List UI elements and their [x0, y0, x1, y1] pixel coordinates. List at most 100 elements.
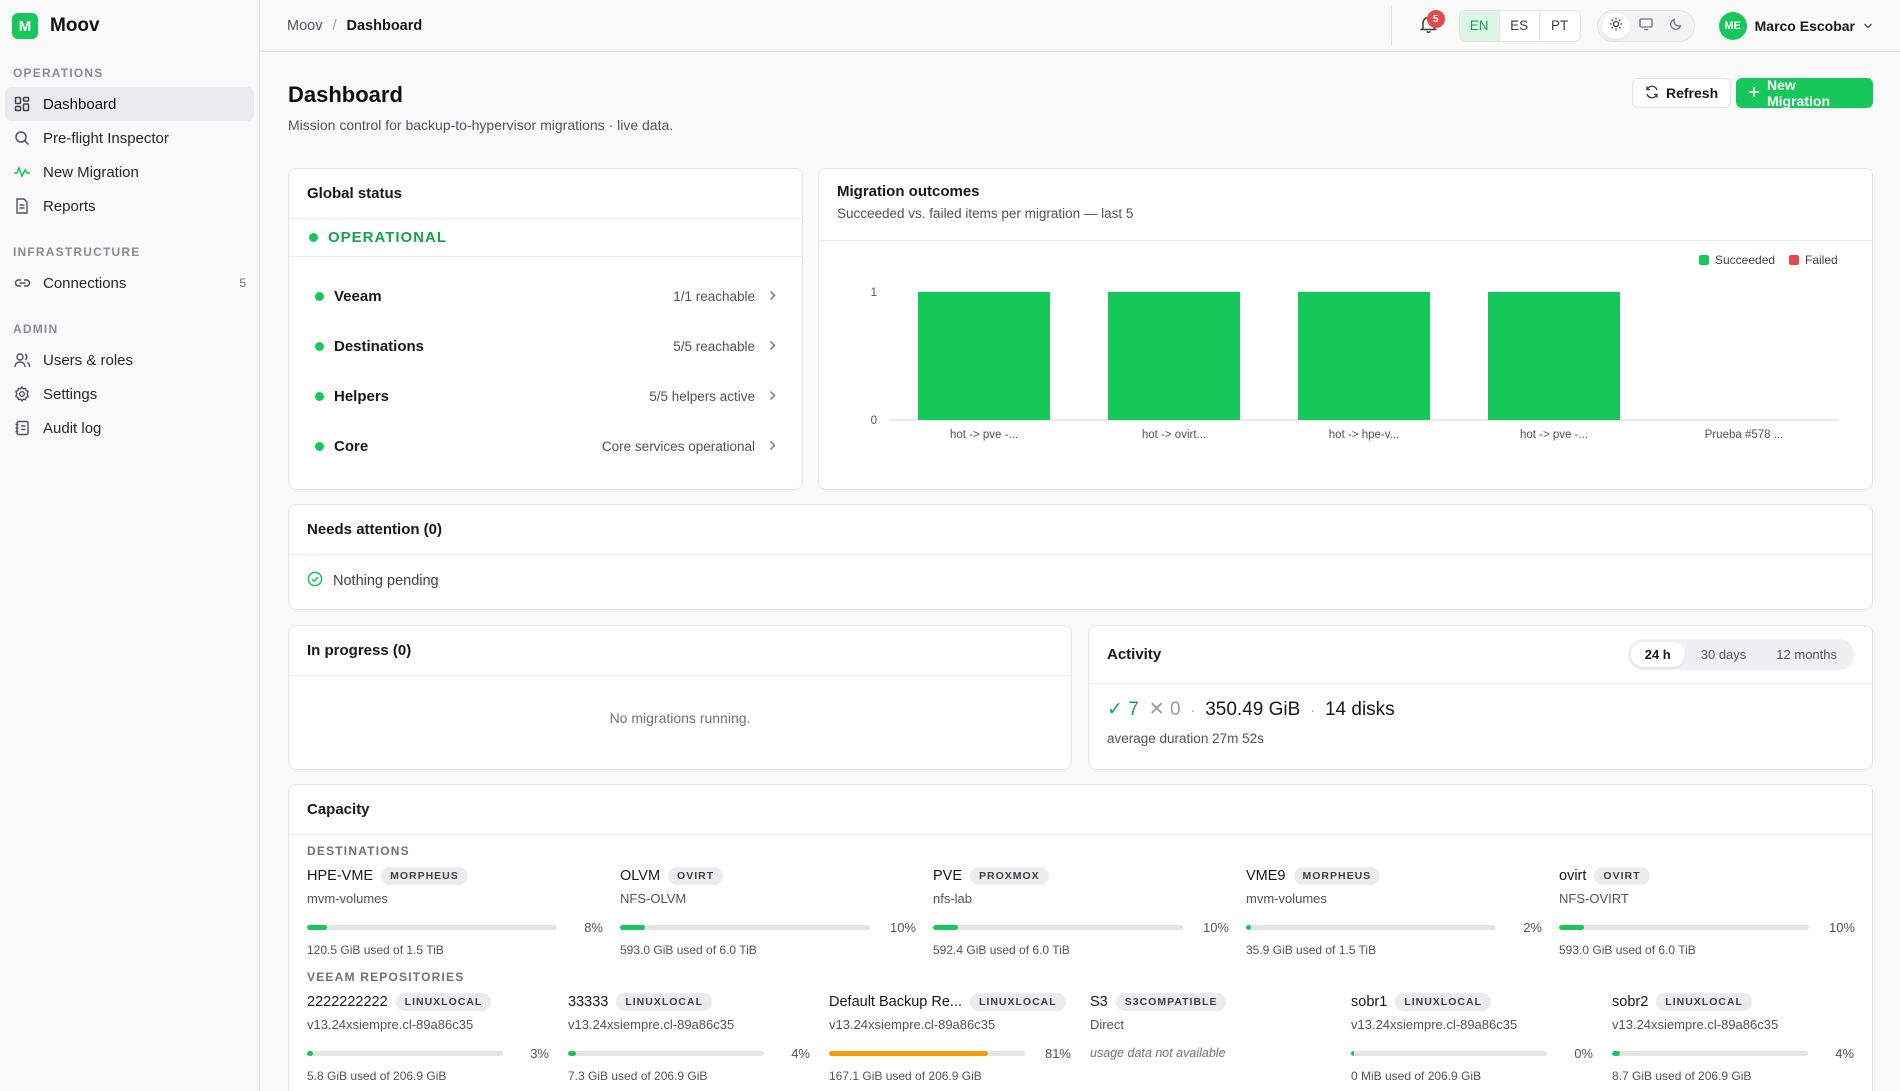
capacity-bar — [620, 925, 870, 930]
status-row-core[interactable]: Core Core services operational — [289, 421, 802, 471]
sidebar-item-users[interactable]: Users & roles — [5, 343, 254, 377]
capacity-bar — [568, 1051, 764, 1056]
bar-succeeded[interactable] — [918, 292, 1050, 420]
capacity-bar-row: 2% — [1246, 920, 1542, 935]
page-subtitle: Mission control for backup-to-hypervisor… — [288, 117, 674, 133]
sidebar-item-settings[interactable]: Settings — [5, 377, 254, 411]
capacity-item[interactable]: sobr1 LINUXLOCAL v13.24xsiempre.cl-89a86c3… — [1351, 993, 1593, 1083]
brand[interactable]: M Moov — [0, 0, 259, 52]
range-12m-tab[interactable]: 12 months — [1776, 647, 1837, 662]
activity-volume: 350.49 GiB — [1205, 698, 1301, 720]
refresh-button[interactable]: Refresh — [1632, 78, 1732, 108]
needs-attention-card: Needs attention (0) Nothing pending — [288, 504, 1873, 610]
language-pt-button[interactable]: PT — [1550, 18, 1569, 33]
capacity-item[interactable]: S3 S3COMPATIBLE Direct usage data not avail… — [1090, 993, 1332, 1060]
sidebar-item-audit-log[interactable]: Audit log — [5, 411, 254, 445]
repos-section-title: VEEAM REPOSITORIES — [307, 970, 465, 984]
capacity-percent: 4% — [1835, 1046, 1854, 1061]
capacity-bar-row: 10% — [933, 920, 1229, 935]
bar-succeeded[interactable] — [1108, 292, 1240, 420]
nav-section-infrastructure: INFRASTRUCTURE Connections 5 — [0, 245, 259, 300]
capacity-item[interactable]: sobr2 LINUXLOCAL v13.24xsiempre.cl-89a86c3… — [1612, 993, 1854, 1083]
migration-outcomes-card: Migration outcomes Succeeded vs. failed … — [818, 168, 1873, 490]
capacity-fill — [307, 1051, 313, 1056]
status-row-veeam[interactable]: Veeam 1/1 reachable — [289, 271, 802, 321]
capacity-item[interactable]: ovirt OVIRT NFS-OVIRT 10% 593.0 GiB used of … — [1559, 867, 1855, 957]
nav-section-operations: OPERATIONS Dashboard Pre-flight Inspecto… — [0, 66, 259, 223]
capacity-bar — [1612, 1051, 1808, 1056]
capacity-item[interactable]: 33333 LINUXLOCAL v13.24xsiempre.cl-89a86c3… — [568, 993, 810, 1083]
dashboard-grid-icon — [13, 95, 31, 113]
notifications-button[interactable]: 5 — [1390, 5, 1449, 46]
capacity-item[interactable]: HPE-VME MORPHEUS mvm-volumes 8% 120.5 GiB us… — [307, 867, 603, 957]
capacity-name-row: 2222222222 LINUXLOCAL — [307, 993, 549, 1011]
light-theme-button[interactable] — [1601, 12, 1630, 39]
capacity-name: OLVM — [620, 868, 661, 884]
capacity-percent: 8% — [584, 920, 603, 935]
activity-range-selector: 24 h 30 days 12 months — [1627, 639, 1854, 670]
sidebar-item-preflight[interactable]: Pre-flight Inspector — [5, 121, 254, 155]
language-en-button[interactable]: EN — [1459, 10, 1500, 41]
capacity-sub: v13.24xsiempre.cl-89a86c35 — [307, 1017, 474, 1032]
card-title: In progress (0) — [289, 626, 1071, 676]
capacity-fill — [933, 925, 958, 930]
capacity-item[interactable]: PVE PROXMOX nfs-lab 10% 592.4 GiB used of 6.… — [933, 867, 1229, 957]
status-row-destinations[interactable]: Destinations 5/5 reachable — [289, 321, 802, 371]
sidebar-item-label: Users & roles — [43, 351, 134, 369]
new-migration-button[interactable]: New Migration — [1736, 77, 1873, 109]
sun-icon — [1609, 17, 1623, 35]
capacity-bar-row: 3% — [307, 1046, 549, 1061]
range-30d-tab[interactable]: 30 days — [1700, 647, 1747, 662]
topbar-actions: 5 EN ES PT ME — [1390, 0, 1873, 52]
capacity-name: 2222222222 — [307, 994, 388, 1010]
chart-subtitle: Succeeded vs. failed items per migration… — [837, 206, 1134, 221]
capacity-fill — [568, 1051, 576, 1056]
sidebar-item-label: Settings — [43, 385, 98, 403]
sidebar-item-dashboard[interactable]: Dashboard — [5, 87, 254, 121]
capacity-item[interactable]: OLVM OVIRT NFS-OLVM 10% 593.0 GiB used of 6.… — [620, 867, 916, 957]
chevron-right-icon — [769, 338, 776, 354]
sidebar-item-connections[interactable]: Connections 5 — [5, 266, 254, 300]
capacity-name-row: PVE PROXMOX — [933, 867, 1229, 885]
page-title: Dashboard — [288, 82, 403, 107]
capacity-type-badge: LINUXLOCAL — [970, 993, 1066, 1011]
status-name: Core — [334, 437, 369, 455]
capacity-no-data: usage data not available — [1090, 1046, 1226, 1060]
capacity-percent: 4% — [791, 1046, 810, 1061]
chart-header: Migration outcomes Succeeded vs. failed … — [819, 169, 1872, 241]
capacity-item[interactable]: Default Backup Re... LINUXLOCAL v13.24xsie… — [829, 993, 1071, 1083]
link-icon — [13, 274, 31, 292]
capacity-item[interactable]: VME9 MORPHEUS mvm-volumes 2% 35.9 GiB used o… — [1246, 867, 1542, 957]
check-icon: ✓ — [1107, 699, 1123, 720]
sidebar-item-label: Connections — [43, 274, 127, 292]
user-menu[interactable]: ME Marco Escobar — [1718, 11, 1873, 40]
capacity-used: 7.3 GiB used of 206.9 GiB — [568, 1069, 708, 1083]
breadcrumb-root[interactable]: Moov — [287, 17, 323, 34]
capacity-item[interactable]: 2222222222 LINUXLOCAL v13.24xsiempre.cl-89… — [307, 993, 549, 1083]
capacity-name-row: OLVM OVIRT — [620, 867, 916, 885]
capacity-fill — [1612, 1051, 1620, 1056]
capacity-sub: v13.24xsiempre.cl-89a86c35 — [568, 1017, 735, 1032]
status-dot — [315, 291, 324, 301]
system-theme-button[interactable] — [1632, 13, 1660, 39]
status-row-helpers[interactable]: Helpers 5/5 helpers active — [289, 371, 802, 421]
capacity-bar-row: 10% — [620, 920, 916, 935]
sidebar-item-reports[interactable]: Reports — [5, 189, 254, 223]
nav-section-admin: ADMIN Users & roles Settings Audit log — [0, 322, 259, 445]
capacity-name-row: S3 S3COMPATIBLE — [1090, 993, 1332, 1011]
capacity-used: 592.4 GiB used of 6.0 TiB — [933, 943, 1070, 957]
x-tick-label: Prueba #578 ... — [1705, 429, 1784, 441]
dark-theme-button[interactable] — [1662, 13, 1690, 39]
status-detail: 5/5 helpers active — [649, 388, 755, 404]
range-24h-tab[interactable]: 24 h — [1630, 642, 1685, 667]
capacity-type-badge: PROXMOX — [970, 867, 1049, 885]
language-es-button[interactable]: ES — [1500, 10, 1540, 41]
capacity-sub: NFS-OLVM — [620, 891, 687, 906]
attention-message: Nothing pending — [333, 573, 439, 589]
bar-succeeded[interactable] — [1488, 292, 1620, 420]
capacity-bar-row: 10% — [1559, 920, 1855, 935]
capacity-name-row: ovirt OVIRT — [1559, 867, 1855, 885]
bar-succeeded[interactable] — [1298, 292, 1430, 420]
sidebar-item-new-migration[interactable]: New Migration — [5, 155, 254, 189]
capacity-sub: mvm-volumes — [307, 891, 388, 906]
